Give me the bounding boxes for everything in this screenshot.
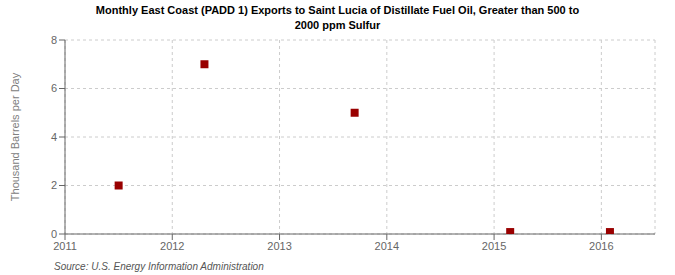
html-text:Source: U.S. Energy Informatio: Source: U.S. Energy Information Administ… xyxy=(54,261,264,272)
svg-text:2013: 2013 xyxy=(267,240,291,252)
svg-text:Thousand Barrels per Day: Thousand Barrels per Day xyxy=(9,72,21,201)
svg-text:2014: 2014 xyxy=(375,240,399,252)
svg-text:8: 8 xyxy=(51,34,57,46)
svg-text:2012: 2012 xyxy=(160,240,184,252)
svg-text:2: 2 xyxy=(51,179,57,191)
svg-text:6: 6 xyxy=(51,82,57,94)
svg-text:4: 4 xyxy=(51,131,57,143)
html-text:2000 ppm Sulfur: 2000 ppm Sulfur xyxy=(294,19,381,31)
svg-text:2011: 2011 xyxy=(53,240,77,252)
html-text:Monthly East Coast (PADD 1) Ex: Monthly East Coast (PADD 1) Exports to S… xyxy=(95,4,580,16)
svg-text:2015: 2015 xyxy=(482,240,506,252)
svg-text:2016: 2016 xyxy=(589,240,613,252)
svg-text:0: 0 xyxy=(51,228,57,240)
